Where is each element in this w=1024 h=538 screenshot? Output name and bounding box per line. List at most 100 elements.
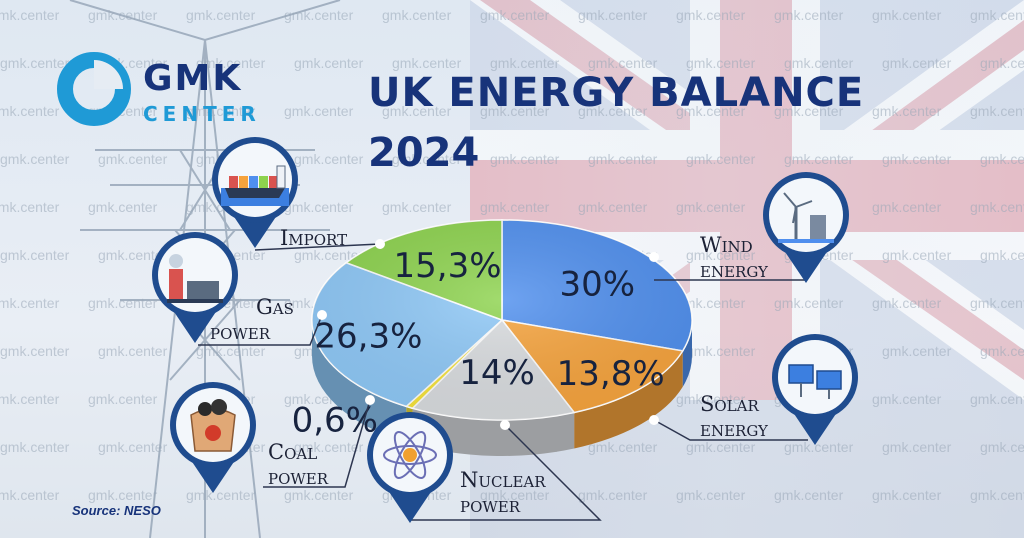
- leader-lines: [198, 243, 808, 521]
- label-import: Import: [280, 226, 347, 251]
- watermark-text: gmk.center: [88, 391, 158, 407]
- watermark-text: gmk.center: [970, 295, 1024, 311]
- watermark-text: gmk.center: [382, 199, 452, 215]
- watermark-text: gmk.center: [676, 391, 746, 407]
- watermark-text: gmk.center: [980, 55, 1024, 71]
- watermark-text: gmk.center: [0, 391, 60, 407]
- solar-panel-icon: [772, 334, 858, 445]
- pie-value-labels: 30% 13,8% 14% 0,6% 26,3% 15,3%: [292, 246, 665, 441]
- watermark-text: gmk.center: [98, 247, 168, 263]
- watermark-text: gmk.center: [784, 439, 854, 455]
- label-wind: Wind energy: [700, 233, 768, 283]
- watermark-text: gmk.center: [980, 439, 1024, 455]
- value-label-coal: 0,6%: [292, 401, 378, 441]
- watermark-text: gmk.center: [392, 55, 462, 71]
- value-label-gas: 26,3%: [314, 316, 422, 356]
- watermark-text: gmk.center: [784, 535, 854, 538]
- watermark-text: gmk.center: [578, 487, 648, 503]
- watermark-text: gmk.center: [588, 151, 658, 167]
- label-nuclear-line1: Nuclear: [460, 468, 546, 492]
- watermark-text: gmk.center: [294, 439, 364, 455]
- watermark-text: gmk.center: [0, 343, 70, 359]
- watermark-text: gmk.center: [0, 535, 70, 538]
- watermark-text: gmk.center: [970, 487, 1024, 503]
- page-subtitle: 2024: [368, 130, 480, 176]
- watermark-text: gmk.center: [970, 103, 1024, 119]
- watermark-text: gmk.center: [0, 247, 70, 263]
- watermark-text: gmk.center: [382, 103, 452, 119]
- value-label-solar: 13,8%: [557, 354, 665, 394]
- watermark-text: gmk.center: [872, 7, 942, 23]
- watermark-text: gmk.center: [980, 535, 1024, 538]
- watermark-text: gmk.center: [686, 343, 756, 359]
- watermark-text: gmk.center: [0, 7, 60, 23]
- label-import-line1: Import: [280, 226, 348, 250]
- watermark-text: gmk.center: [774, 7, 844, 23]
- watermark-text: gmk.center: [784, 55, 854, 71]
- watermark-text: gmk.center: [882, 247, 952, 263]
- label-nuclear: Nuclear power: [460, 468, 546, 518]
- watermark-text: gmk.center: [0, 103, 60, 119]
- watermark-text: gmk.center: [578, 7, 648, 23]
- watermark-text: gmk.center: [490, 55, 560, 71]
- brand-name: GMK: [143, 58, 243, 99]
- label-wind-line2: energy: [700, 258, 768, 282]
- watermark-text: gmk.center: [872, 487, 942, 503]
- value-label-wind: 30%: [560, 265, 636, 305]
- label-coal-line1: Coal: [268, 440, 318, 464]
- gmk-logo-icon: [57, 52, 131, 126]
- brand-sub: CENTER: [143, 102, 261, 126]
- watermark-text: gmk.center: [88, 7, 158, 23]
- watermark-text: gmk.center: [196, 55, 266, 71]
- watermark-text: gmk.center: [98, 151, 168, 167]
- watermark-text: gmk.center: [0, 439, 70, 455]
- watermark-text: gmk.center: [882, 343, 952, 359]
- watermark-text: gmk.center: [0, 151, 70, 167]
- page-title: UK ENERGY BALANCE: [368, 70, 865, 116]
- watermark-text: gmk.center: [588, 55, 658, 71]
- watermark-text: gmk.center: [392, 151, 462, 167]
- watermark-text: gmk.center: [686, 55, 756, 71]
- watermark-text: gmk.center: [88, 295, 158, 311]
- watermark-text: gmk.center: [970, 199, 1024, 215]
- watermark-text: gmk.center: [872, 295, 942, 311]
- watermark-text: gmk.center: [980, 151, 1024, 167]
- watermark-text: gmk.center: [0, 487, 60, 503]
- watermark-text: gmk.center: [0, 295, 60, 311]
- watermark-text: gmk.center: [676, 487, 746, 503]
- watermark-text: gmk.center: [980, 247, 1024, 263]
- label-wind-line1: Wind: [700, 233, 753, 257]
- watermark-text: gmk.center: [588, 535, 658, 538]
- value-label-nuclear: 14%: [459, 353, 535, 393]
- watermark-text: gmk.center: [784, 151, 854, 167]
- wind-turbine-icon: [763, 172, 849, 283]
- watermark-text: gmk.center: [284, 199, 354, 215]
- watermark-text: gmk.center: [98, 535, 168, 538]
- label-nuclear-line2: power: [460, 493, 521, 517]
- pie-side-nuclear: [412, 408, 575, 456]
- watermark-text: gmk.center: [480, 487, 550, 503]
- watermark-text: gmk.center: [196, 343, 266, 359]
- source-note: Source: NESO: [72, 503, 161, 518]
- watermark-text: gmk.center: [774, 103, 844, 119]
- watermark-text: gmk.center: [578, 103, 648, 119]
- watermark-text: gmk.center: [578, 199, 648, 215]
- gas-plant-icon: [152, 232, 238, 343]
- label-gas-line2: power: [210, 320, 271, 344]
- label-coal: Coal power: [268, 440, 328, 490]
- label-solar-line1: Solar: [700, 392, 759, 416]
- atom-icon: [367, 412, 453, 523]
- watermark-text: gmk.center: [686, 535, 756, 538]
- watermark-text: gmk.center: [490, 535, 560, 538]
- watermark-text: gmk.center: [882, 535, 952, 538]
- value-label-import: 15,3%: [394, 246, 502, 286]
- watermark-text: gmk.center: [676, 295, 746, 311]
- watermark-text: gmk.center: [88, 487, 158, 503]
- watermark-text: gmk.center: [186, 7, 256, 23]
- watermark-text: gmk.center: [686, 151, 756, 167]
- watermark-text: gmk.center: [970, 7, 1024, 23]
- watermark-text: gmk.center: [882, 151, 952, 167]
- watermark-text: gmk.center: [676, 103, 746, 119]
- watermark-text: gmk.center: [980, 343, 1024, 359]
